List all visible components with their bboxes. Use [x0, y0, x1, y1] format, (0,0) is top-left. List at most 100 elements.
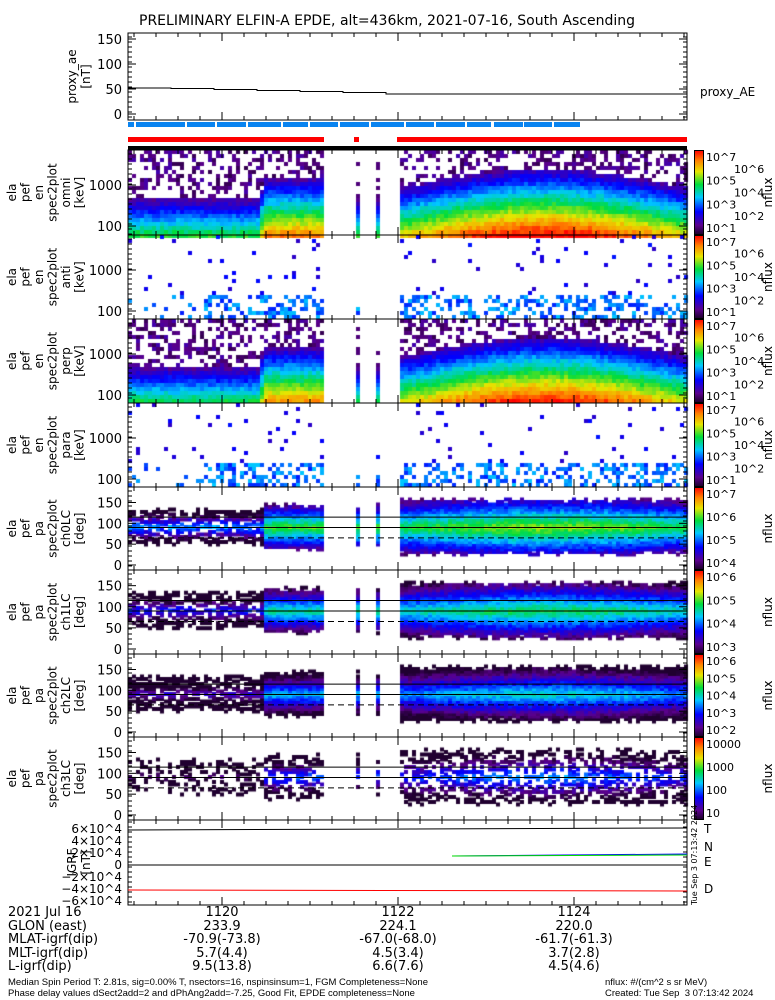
colorbar-swatch — [695, 774, 703, 776]
y-tick-label: −6×10^4 — [61, 894, 122, 908]
colorbar-swatch — [695, 678, 703, 680]
colorbar-swatch — [695, 741, 703, 743]
y-tick-label: 50 — [105, 705, 122, 720]
colorbar-swatch — [695, 705, 703, 707]
colorbar-swatch — [695, 533, 703, 535]
colorbar-swatch — [695, 488, 703, 490]
y-axis-label: [keV] — [73, 429, 87, 460]
y-axis-label: pa — [32, 605, 46, 620]
colorbar-swatch — [695, 422, 703, 424]
colorbar-swatch — [695, 322, 703, 324]
colorbar-swatch — [695, 311, 703, 313]
colorbar-tick-label: 10^5 — [706, 343, 736, 356]
colorbar-swatch — [695, 773, 703, 775]
colorbar-swatch — [695, 151, 703, 153]
colorbar-swatch — [695, 256, 703, 258]
colorbar-swatch — [695, 306, 703, 308]
colorbar-swatch — [695, 408, 703, 410]
colorbar-swatch — [695, 680, 703, 682]
colorbar-swatch — [695, 572, 703, 574]
colorbar-swatch — [695, 382, 703, 384]
colorbar-swatch — [695, 203, 703, 205]
colorbar-swatch — [695, 449, 703, 451]
colorbar-swatch — [695, 764, 703, 766]
colorbar-swatch — [695, 469, 703, 471]
colorbar-swatch — [695, 169, 703, 171]
colorbar-tick-label: 10^5 — [706, 175, 736, 188]
colorbar-swatch — [695, 452, 703, 454]
colorbar-swatch — [695, 274, 703, 276]
science-zone-bar — [554, 122, 580, 127]
colorbar-swatch — [695, 512, 703, 514]
colorbar-swatch — [695, 254, 703, 256]
colorbar-swatch — [695, 709, 703, 711]
colorbar-swatch — [695, 193, 703, 195]
colorbar-swatch — [695, 230, 703, 232]
y-tick-label: 0 — [114, 726, 122, 741]
colorbar-swatch — [695, 740, 703, 742]
colorbar-label: nflux — [761, 514, 775, 544]
colorbar-swatch — [695, 766, 703, 768]
colorbar-swatch — [695, 371, 703, 373]
colorbar-swatch — [695, 268, 703, 270]
colorbar-swatch — [695, 320, 703, 322]
colorbar-swatch — [695, 421, 703, 423]
colorbar-swatch — [695, 763, 703, 765]
colorbar-swatch — [695, 174, 703, 176]
colorbar-swatch — [695, 781, 703, 783]
colorbar-swatch — [695, 448, 703, 450]
colorbar-swatch — [695, 768, 703, 770]
y-tick-label: 100 — [97, 220, 122, 235]
colorbar-swatch — [695, 571, 703, 573]
colorbar-swatch — [695, 551, 703, 553]
colorbar-swatch — [695, 221, 703, 223]
colorbar-swatch — [695, 541, 703, 543]
colorbar-swatch — [695, 729, 703, 731]
colorbar-swatch — [695, 267, 703, 269]
colorbar-swatch — [695, 436, 703, 438]
science-zone-bar — [310, 122, 338, 127]
colorbar-swatch — [695, 460, 703, 462]
colorbar-swatch — [695, 808, 703, 810]
colorbar-swatch — [695, 668, 703, 670]
colorbar-swatch — [695, 154, 703, 156]
colorbar-swatch — [695, 492, 703, 494]
colorbar-swatch — [695, 743, 703, 745]
colorbar-swatch — [695, 575, 703, 577]
colorbar-swatch — [695, 659, 703, 661]
colorbar-swatch — [695, 217, 703, 219]
colorbar-swatch — [695, 813, 703, 815]
colorbar-swatch — [695, 370, 703, 372]
colorbar-swatch — [695, 301, 703, 303]
colorbar-swatch — [695, 463, 703, 465]
colorbar-label: nflux — [761, 178, 775, 208]
colorbar-swatch — [695, 226, 703, 228]
colorbar-swatch — [695, 361, 703, 363]
y-tick-label: 50 — [105, 622, 122, 637]
colorbar-swatch — [695, 528, 703, 530]
colorbar-swatch — [695, 733, 703, 735]
colorbar-swatch — [695, 184, 703, 186]
eph-label: L-igrf(dip) — [8, 959, 72, 974]
colorbar-swatch — [695, 599, 703, 601]
y-tick-label: 0 — [114, 108, 122, 123]
colorbar-swatch — [695, 428, 703, 430]
colorbar-swatch — [695, 725, 703, 727]
colorbar-swatch — [695, 287, 703, 289]
colorbar-label: nflux — [761, 681, 775, 711]
legend-N: N — [704, 840, 713, 854]
colorbar-swatch — [695, 586, 703, 588]
colorbar-swatch — [695, 312, 703, 314]
colorbar-swatch — [695, 410, 703, 412]
colorbar-swatch — [695, 308, 703, 310]
colorbar-swatch — [695, 579, 703, 581]
colorbar-tick-label: 10^6 — [706, 655, 736, 668]
y-tick-label: 1000 — [89, 179, 122, 194]
colorbar-swatch — [695, 484, 703, 486]
colorbar-swatch — [695, 797, 703, 799]
colorbar-swatch — [695, 275, 703, 277]
colorbar-swatch — [695, 374, 703, 376]
panel-frame — [127, 569, 688, 655]
y-tick-label: 1000 — [89, 348, 122, 363]
